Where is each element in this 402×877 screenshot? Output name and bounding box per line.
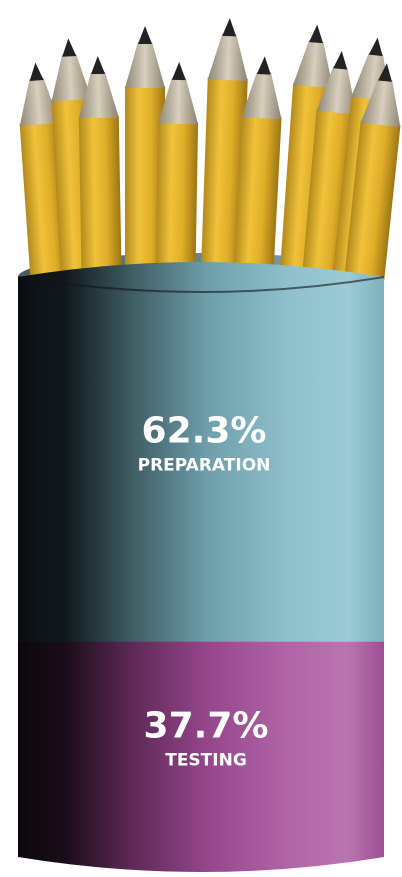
testing-category-label: TESTING <box>165 751 247 771</box>
cup-body <box>18 262 384 872</box>
testing-percent-label: 37.7% <box>144 706 269 747</box>
segment-preparation <box>18 262 384 643</box>
preparation-percent-label: 62.3% <box>142 411 267 452</box>
segment-testing <box>18 641 384 872</box>
preparation-category-label: PREPARATION <box>138 456 271 476</box>
cup-front-rim <box>17 276 385 293</box>
